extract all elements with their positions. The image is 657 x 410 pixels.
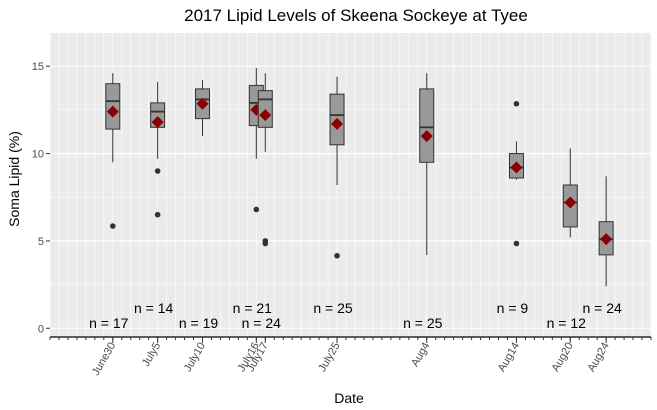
- sample-size-label: n = 25: [403, 315, 443, 331]
- mean-marker: [420, 130, 433, 143]
- chart-title: 2017 Lipid Levels of Skeena Sockeye at T…: [184, 6, 528, 25]
- y-tick-label: 15: [32, 61, 44, 73]
- plot-panel: [50, 33, 651, 337]
- mean-marker: [151, 116, 164, 129]
- sample-size-label: n = 25: [313, 300, 353, 316]
- box: [419, 88, 435, 163]
- outlier-point: [253, 206, 260, 213]
- mean-marker: [106, 105, 119, 118]
- box: [257, 90, 273, 128]
- mean-marker: [600, 233, 613, 246]
- mean-marker: [259, 109, 272, 122]
- sample-size-label: n = 19: [179, 315, 219, 331]
- mean-marker: [331, 117, 344, 130]
- n-labels: n = 17n = 14n = 19n = 21n = 24n = 25n = …: [89, 300, 622, 331]
- outlier-point: [334, 252, 340, 259]
- outlier-point: [513, 100, 520, 107]
- mean-marker: [564, 196, 577, 209]
- outlier-point: [154, 211, 161, 218]
- y-tick-label: 10: [32, 149, 44, 161]
- sample-size-label: n = 12: [547, 315, 587, 331]
- outlier-point: [109, 223, 116, 229]
- mean-marker: [510, 161, 523, 174]
- sample-size-label: n = 14: [134, 300, 174, 316]
- grid-lines: [49, 33, 652, 337]
- mean-marker: [196, 97, 209, 110]
- x-axis-title: Date: [334, 390, 364, 406]
- sample-size-label: n = 9: [497, 300, 529, 316]
- y-axis-title: Soma Lipid (%): [6, 131, 22, 227]
- box-marks: [105, 67, 614, 287]
- outlier-point: [513, 240, 520, 247]
- y-tick-label: 5: [38, 236, 44, 248]
- sample-size-label: n = 21: [233, 300, 273, 316]
- outlier-point: [262, 240, 269, 247]
- y-tick-label: 0: [38, 323, 44, 335]
- outlier-point: [154, 168, 161, 174]
- sample-size-label: n = 17: [89, 315, 129, 331]
- sample-size-label: n = 24: [242, 315, 282, 331]
- sample-size-label: n = 24: [582, 300, 622, 316]
